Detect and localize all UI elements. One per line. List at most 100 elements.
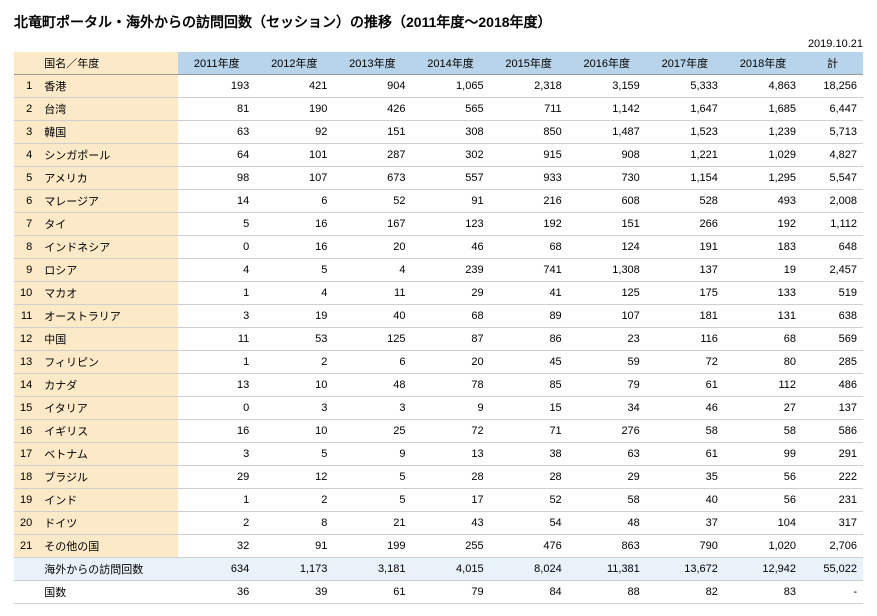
cell-rank: 11 [14,305,38,328]
cell-value: 1,523 [646,121,724,144]
cell-value: 107 [255,167,333,190]
cell-value: 308 [411,121,489,144]
cell-value: 64 [178,144,255,167]
table-row: 13フィリピン1262045597280285 [14,351,863,374]
cell-value: 68 [411,305,489,328]
cell-value: 3,181 [333,558,411,581]
cell-value: 11,381 [568,558,646,581]
cell-value: 8 [255,512,333,535]
table-header-row: 国名／年度 2011年度 2012年度 2013年度 2014年度 2015年度… [14,52,863,75]
cell-value: 1,173 [255,558,333,581]
cell-total: 2,008 [802,190,863,213]
cell-total: 519 [802,282,863,305]
cell-total: 18,256 [802,75,863,98]
cell-rank: 9 [14,259,38,282]
cell-value: 1,487 [568,121,646,144]
cell-value: 28 [490,466,568,489]
cell-value: 56 [724,489,802,512]
cell-rank: 19 [14,489,38,512]
cell-total: 638 [802,305,863,328]
cell-value: 86 [490,328,568,351]
cell-value: 2 [255,489,333,512]
cell-value: 1,239 [724,121,802,144]
table-row: 1香港1934219041,0652,3183,1595,3334,86318,… [14,75,863,98]
cell-value: 23 [568,328,646,351]
cell-value: 59 [568,351,646,374]
cell-value: 46 [646,397,724,420]
cell-country: 香港 [38,75,178,98]
cell-value: 48 [568,512,646,535]
cell-value: 216 [490,190,568,213]
cell-value: 1,221 [646,144,724,167]
cell-value: 87 [411,328,489,351]
col-year-7: 2018年度 [724,52,802,75]
cell-value: 0 [178,397,255,420]
cell-value: 4,863 [724,75,802,98]
cell-value: 36 [178,581,255,604]
cell-value: 85 [490,374,568,397]
cell-value: 16 [255,236,333,259]
cell-total: 2,706 [802,535,863,558]
cell-total: 2,457 [802,259,863,282]
cell-value: 608 [568,190,646,213]
cell-total: 137 [802,397,863,420]
cell-value: 5 [178,213,255,236]
cell-value: 1,154 [646,167,724,190]
cell-value: 3 [333,397,411,420]
cell-value: 9 [333,443,411,466]
cell-value: 181 [646,305,724,328]
cell-country: イタリア [38,397,178,420]
cell-value: 3 [178,305,255,328]
cell-total: 5,547 [802,167,863,190]
cell-value: 48 [333,374,411,397]
cell-country: マカオ [38,282,178,305]
table-row: 14カナダ13104878857961112486 [14,374,863,397]
cell-value: 43 [411,512,489,535]
cell-value: 11 [333,282,411,305]
cell-value: 2 [178,512,255,535]
col-total-header: 計 [802,52,863,75]
cell-total: 1,112 [802,213,863,236]
cell-value: 1,295 [724,167,802,190]
table-row: 9ロシア4542397411,308137192,457 [14,259,863,282]
cell-country: ロシア [38,259,178,282]
cell-value: 183 [724,236,802,259]
cell-value: 89 [490,305,568,328]
table-row: 20ドイツ282143544837104317 [14,512,863,535]
cell-country: アメリカ [38,167,178,190]
cell-total: 486 [802,374,863,397]
cell-value: 528 [646,190,724,213]
table-row: 7タイ5161671231921512661921,112 [14,213,863,236]
cell-value: 1,685 [724,98,802,121]
table-row: 16イギリス16102572712765858586 [14,420,863,443]
cell-rank: 13 [14,351,38,374]
cell-value: 10 [255,420,333,443]
cell-value: 151 [333,121,411,144]
cell-value: 13 [178,374,255,397]
cell-country: タイ [38,213,178,236]
cell-value: 6 [255,190,333,213]
cell-value: 2,318 [490,75,568,98]
cell-rank [14,558,38,581]
cell-value: 302 [411,144,489,167]
cell-value: 850 [490,121,568,144]
cell-value: 45 [490,351,568,374]
cell-value: 14 [178,190,255,213]
cell-value: 5 [333,466,411,489]
cell-value: 192 [490,213,568,236]
cell-value: 21 [333,512,411,535]
cell-rank: 21 [14,535,38,558]
cell-value: 83 [724,581,802,604]
cell-value: 6 [333,351,411,374]
cell-rank: 4 [14,144,38,167]
cell-value: 29 [568,466,646,489]
cell-value: 34 [568,397,646,420]
cell-country: 韓国 [38,121,178,144]
cell-value: 78 [411,374,489,397]
cell-rank: 12 [14,328,38,351]
cell-value: 80 [724,351,802,374]
col-year-5: 2016年度 [568,52,646,75]
cell-value: 27 [724,397,802,420]
table-row: 2台湾811904265657111,1421,6471,6856,447 [14,98,863,121]
cell-value: 125 [568,282,646,305]
